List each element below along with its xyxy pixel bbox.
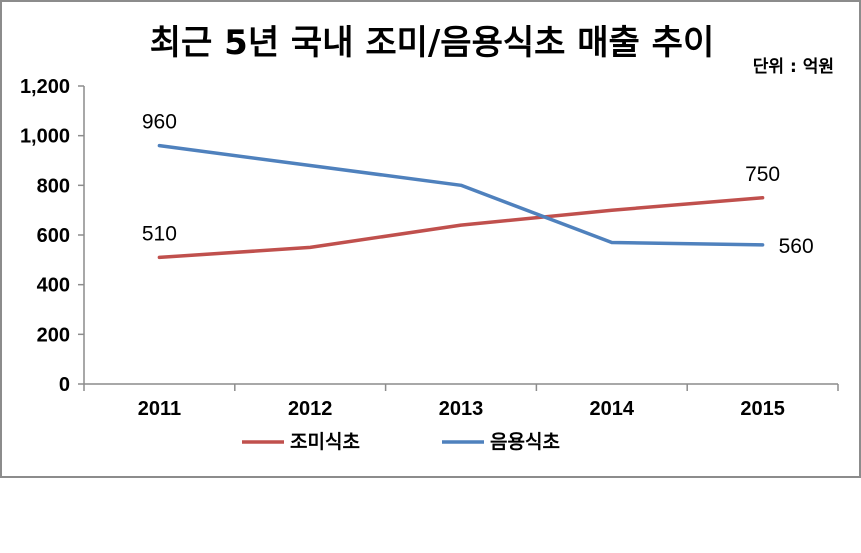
series-line-1 xyxy=(157,196,765,260)
legend-label: 조미식초 xyxy=(290,431,360,453)
line-chart: 최근 5년 국내 조미/음용식초 매출 추이 단위 : 억원 0 200 400 60… xyxy=(20,23,839,453)
x-axis-ticks: 2011 2012 2013 2014 2015 xyxy=(83,384,839,420)
y-tick-label: 1,000 xyxy=(20,126,70,148)
y-tick-label: 800 xyxy=(37,175,70,197)
data-label: 510 xyxy=(142,222,177,245)
series-line-2 xyxy=(157,143,765,247)
x-tick-label: 2014 xyxy=(590,398,635,420)
y-tick-label: 600 xyxy=(37,225,70,247)
legend: 조미식초 음용식초 xyxy=(242,431,560,453)
axes xyxy=(83,86,838,385)
data-label: 560 xyxy=(779,235,814,258)
chart-title: 최근 5년 국내 조미/음용식초 매출 추이 xyxy=(150,23,714,63)
data-label: 960 xyxy=(142,111,177,134)
y-tick-label: 200 xyxy=(37,324,70,346)
x-tick-label: 2015 xyxy=(740,398,785,420)
x-tick-label: 2011 xyxy=(138,398,181,420)
data-label: 750 xyxy=(745,163,780,186)
y-tick-label: 400 xyxy=(37,275,70,297)
y-tick-label: 0 xyxy=(59,374,70,396)
chart-frame: 최근 5년 국내 조미/음용식초 매출 추이 단위 : 억원 0 200 400 60… xyxy=(0,0,861,478)
y-tick-label: 1,200 xyxy=(20,76,70,98)
x-tick-label: 2013 xyxy=(439,398,484,420)
y-axis-ticks: 0 200 400 600 800 1,000 1,200 xyxy=(20,76,84,396)
unit-label: 단위 : 억원 xyxy=(753,57,834,77)
data-labels: 510 750 960 560 xyxy=(142,111,814,258)
series-lines xyxy=(157,143,765,260)
legend-label: 음용식초 xyxy=(490,431,560,453)
x-tick-label: 2012 xyxy=(288,398,333,420)
